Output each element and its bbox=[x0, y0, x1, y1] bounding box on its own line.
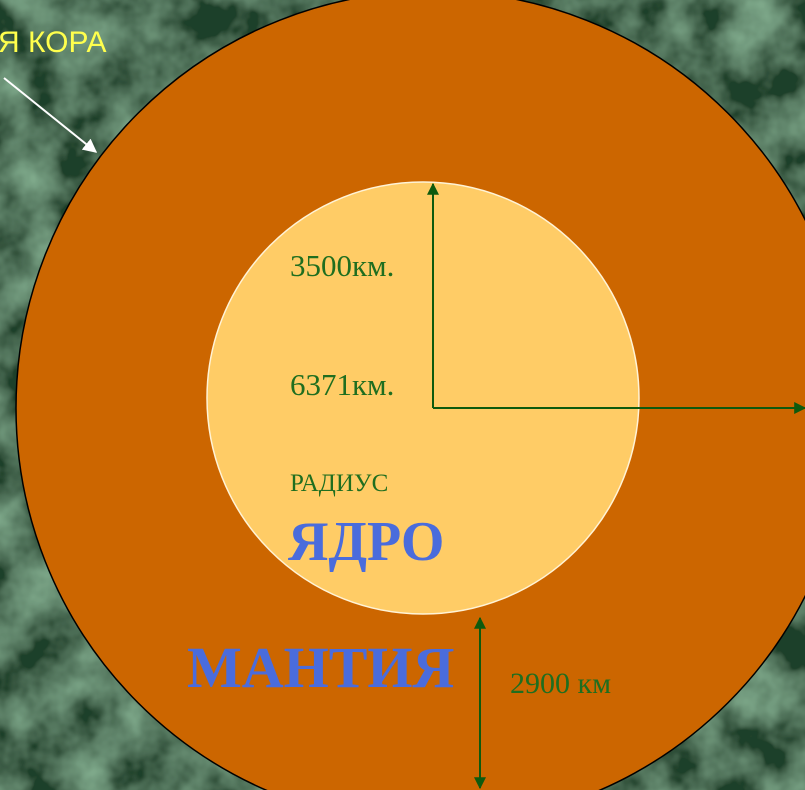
mantle-title: МАНТИЯ bbox=[187, 635, 454, 700]
radius-word-label: РАДИУС bbox=[290, 470, 388, 497]
core-radius-label: 3500км. bbox=[290, 248, 394, 283]
crust-pointer-arrow bbox=[3, 77, 98, 153]
crust-label: Я КОРА bbox=[0, 26, 107, 59]
mantle-thickness-label: 2900 км bbox=[510, 667, 611, 700]
core-title: ЯДРО bbox=[288, 511, 444, 573]
earth-radius-label: 6371км. bbox=[290, 367, 394, 402]
core-circle bbox=[206, 181, 640, 615]
